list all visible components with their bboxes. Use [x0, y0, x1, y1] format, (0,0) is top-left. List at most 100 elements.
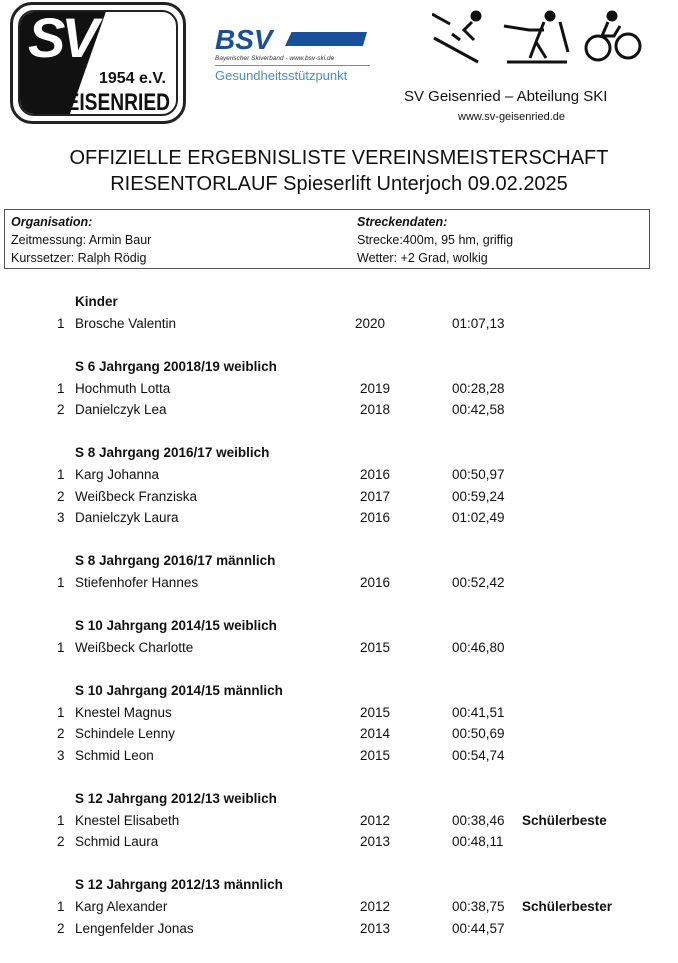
rank: 2: [57, 488, 65, 504]
time: 00:42,58: [452, 402, 505, 418]
rank: 1: [57, 575, 65, 591]
sv-geisenried-logo: SV 1954 e.V. GEISENRIED: [10, 2, 186, 124]
birth-year: 2012: [360, 898, 391, 914]
time: 00:52,42: [452, 575, 505, 591]
rank: 1: [57, 639, 65, 655]
result-row: 2 Schindele Lenny 2014 00:50,69: [0, 723, 678, 745]
ski-sports-pictogram-icon: [432, 10, 642, 64]
name: Karg Alexander: [75, 898, 168, 914]
time: 00:46,80: [452, 639, 505, 655]
org-label: Organisation:: [11, 215, 93, 229]
time: 00:48,11: [452, 834, 504, 850]
group-title: S 8 Jahrgang 2016/17 weiblich: [75, 445, 270, 461]
result-row: 1 Karg Johanna 2016 00:50,97: [0, 464, 678, 486]
name: Weißbeck Franziska: [75, 488, 198, 504]
time: 00:54,74: [452, 747, 505, 763]
result-row: 1 Weißbeck Charlotte 2015 00:46,80: [0, 637, 678, 659]
rank: 2: [57, 402, 65, 418]
title-line-2: RIESENTORLAUF Spieserlift Unterjoch 09.0…: [110, 173, 568, 195]
birth-year: 2016: [360, 467, 391, 483]
rank: 1: [57, 812, 65, 828]
name: Brosche Valentin: [75, 316, 177, 331]
result-row: 1 Stiefenhofer Hannes 2016 00:52,42: [0, 572, 678, 594]
result-group: S 10 Jahrgang 2014/15 weiblich 1 Weißbeck …: [0, 615, 678, 659]
name: Stiefenhofer Hannes: [75, 575, 199, 591]
time: 00:59,24: [452, 488, 505, 504]
time: 00:50,97: [452, 467, 505, 483]
rank: 2: [57, 834, 65, 850]
birth-year: 2016: [360, 575, 391, 591]
name: Lengenfelder Jonas: [75, 920, 194, 936]
result-group: S 8 Jahrgang 2016/17 männlich 1 Stiefenhof…: [0, 550, 678, 594]
info-box: Organisation: Zeitmessung: Armin Baur Ku…: [4, 209, 650, 269]
result-row: 1 Hochmuth Lotta 2019 00:28,28: [0, 378, 678, 400]
name: Schindele Lenny: [75, 726, 175, 742]
birth-year: 2017: [360, 488, 391, 504]
rank: 1: [57, 316, 65, 331]
result-group: S 8 Jahrgang 2016/17 weiblich 1 Karg Johan…: [0, 442, 678, 529]
name: Danielczyk Laura: [75, 510, 179, 526]
group-title: S 6 Jahrgang 20018/19 weiblich: [75, 358, 277, 374]
club-name: SV Geisenried – Abteilung SKI: [404, 88, 608, 105]
time: 00:38,75: [452, 898, 505, 914]
org-line: Zeitmessung: Armin Baur: [11, 233, 152, 247]
track-line: Strecke:400m, 95 hm, griffig: [357, 233, 514, 247]
rank: 3: [57, 510, 65, 526]
result-row: 2 Lengenfelder Jonas 2013 00:44,57: [0, 918, 678, 940]
name: Schmid Laura: [75, 834, 159, 850]
club-website: www.sv-geisenried.de: [458, 111, 565, 123]
title-line-1: OFFIZIELLE ERGEBNISLISTE VEREINSMEISTERS…: [69, 147, 609, 169]
rank: 2: [57, 920, 65, 936]
group-title: S 8 Jahrgang 2016/17 männlich: [75, 553, 276, 569]
time: 01:02,49: [452, 510, 505, 526]
birth-year: 2018: [360, 402, 391, 418]
rank: 3: [57, 747, 65, 763]
birth-year: 2019: [360, 380, 391, 396]
rank: 1: [57, 467, 65, 483]
result-group: S 6 Jahrgang 20018/19 weiblich 1 Hochmuth …: [0, 356, 678, 421]
birth-year: 2012: [360, 812, 391, 828]
name: Karg Johanna: [75, 467, 160, 483]
birth-year: 2014: [360, 726, 391, 742]
group-title: S 10 Jahrgang 2014/15 männlich: [75, 682, 283, 698]
rank: 2: [57, 726, 65, 742]
rank: 1: [57, 380, 65, 396]
birth-year: 2016: [360, 510, 391, 526]
birth-year: 2015: [360, 747, 391, 763]
result-row: 2 Weißbeck Franziska 2017 00:59,24: [0, 486, 678, 508]
result-row: 3 Schmid Leon 2015 00:54,74: [0, 745, 678, 767]
result-row: 1 Karg Alexander 2012 00:38,75 Schülerbester: [0, 896, 678, 918]
result-group: Kinder 1 Brosche Valentin 2020 01:07,13: [0, 291, 678, 335]
org-line: Kurssetzer: Ralph Rödig: [11, 251, 147, 265]
result-group: S 12 Jahrgang 2012/13 weiblich 1 Knestel E…: [0, 788, 678, 853]
result-row: 3 Danielczyk Laura 2016 01:02,49: [0, 507, 678, 529]
group-title: S 12 Jahrgang 2012/13 männlich: [75, 876, 283, 892]
track-label: Streckendaten:: [357, 215, 448, 229]
group-title: Kinder: [75, 294, 118, 309]
time: 00:38,46: [452, 812, 505, 828]
group-title: S 12 Jahrgang 2012/13 weiblich: [75, 790, 277, 806]
birth-year: 2013: [360, 834, 391, 850]
name: Danielczyk Lea: [75, 402, 167, 418]
name: Knestel Elisabeth: [75, 812, 180, 828]
name: Knestel Magnus: [75, 704, 172, 720]
group-title: S 10 Jahrgang 2014/15 weiblich: [75, 617, 277, 633]
name: Weißbeck Charlotte: [75, 639, 194, 655]
name: Hochmuth Lotta: [75, 380, 171, 396]
name: Schmid Leon: [75, 747, 154, 763]
time: 00:44,57: [452, 920, 505, 936]
time: 00:50,69: [452, 726, 505, 742]
track-line: Wetter: +2 Grad, wolkig: [357, 251, 488, 265]
result-row: 2 Danielczyk Lea 2018 00:42,58: [0, 399, 678, 421]
result-group: S 12 Jahrgang 2012/13 männlich 1 Karg Alex…: [0, 874, 678, 939]
time: 01:07,13: [452, 316, 505, 331]
birth-year: 2013: [360, 920, 391, 936]
results-list: Kinder 1 Brosche Valentin 2020 01:07,13 S 6 J…: [0, 291, 678, 960]
bsv-logo: BSV Bayerischer Skiverband - www.bsv-ski…: [215, 26, 370, 84]
rank: 1: [57, 704, 65, 720]
result-row: 1 Knestel Elisabeth 2012 00:38,46 Schülerbes…: [0, 810, 678, 832]
time: 00:41,51: [452, 704, 505, 720]
note: Schülerbester: [522, 898, 613, 914]
result-row: 1 Brosche Valentin 2020 01:07,13: [0, 313, 678, 335]
rank: 1: [57, 898, 65, 914]
